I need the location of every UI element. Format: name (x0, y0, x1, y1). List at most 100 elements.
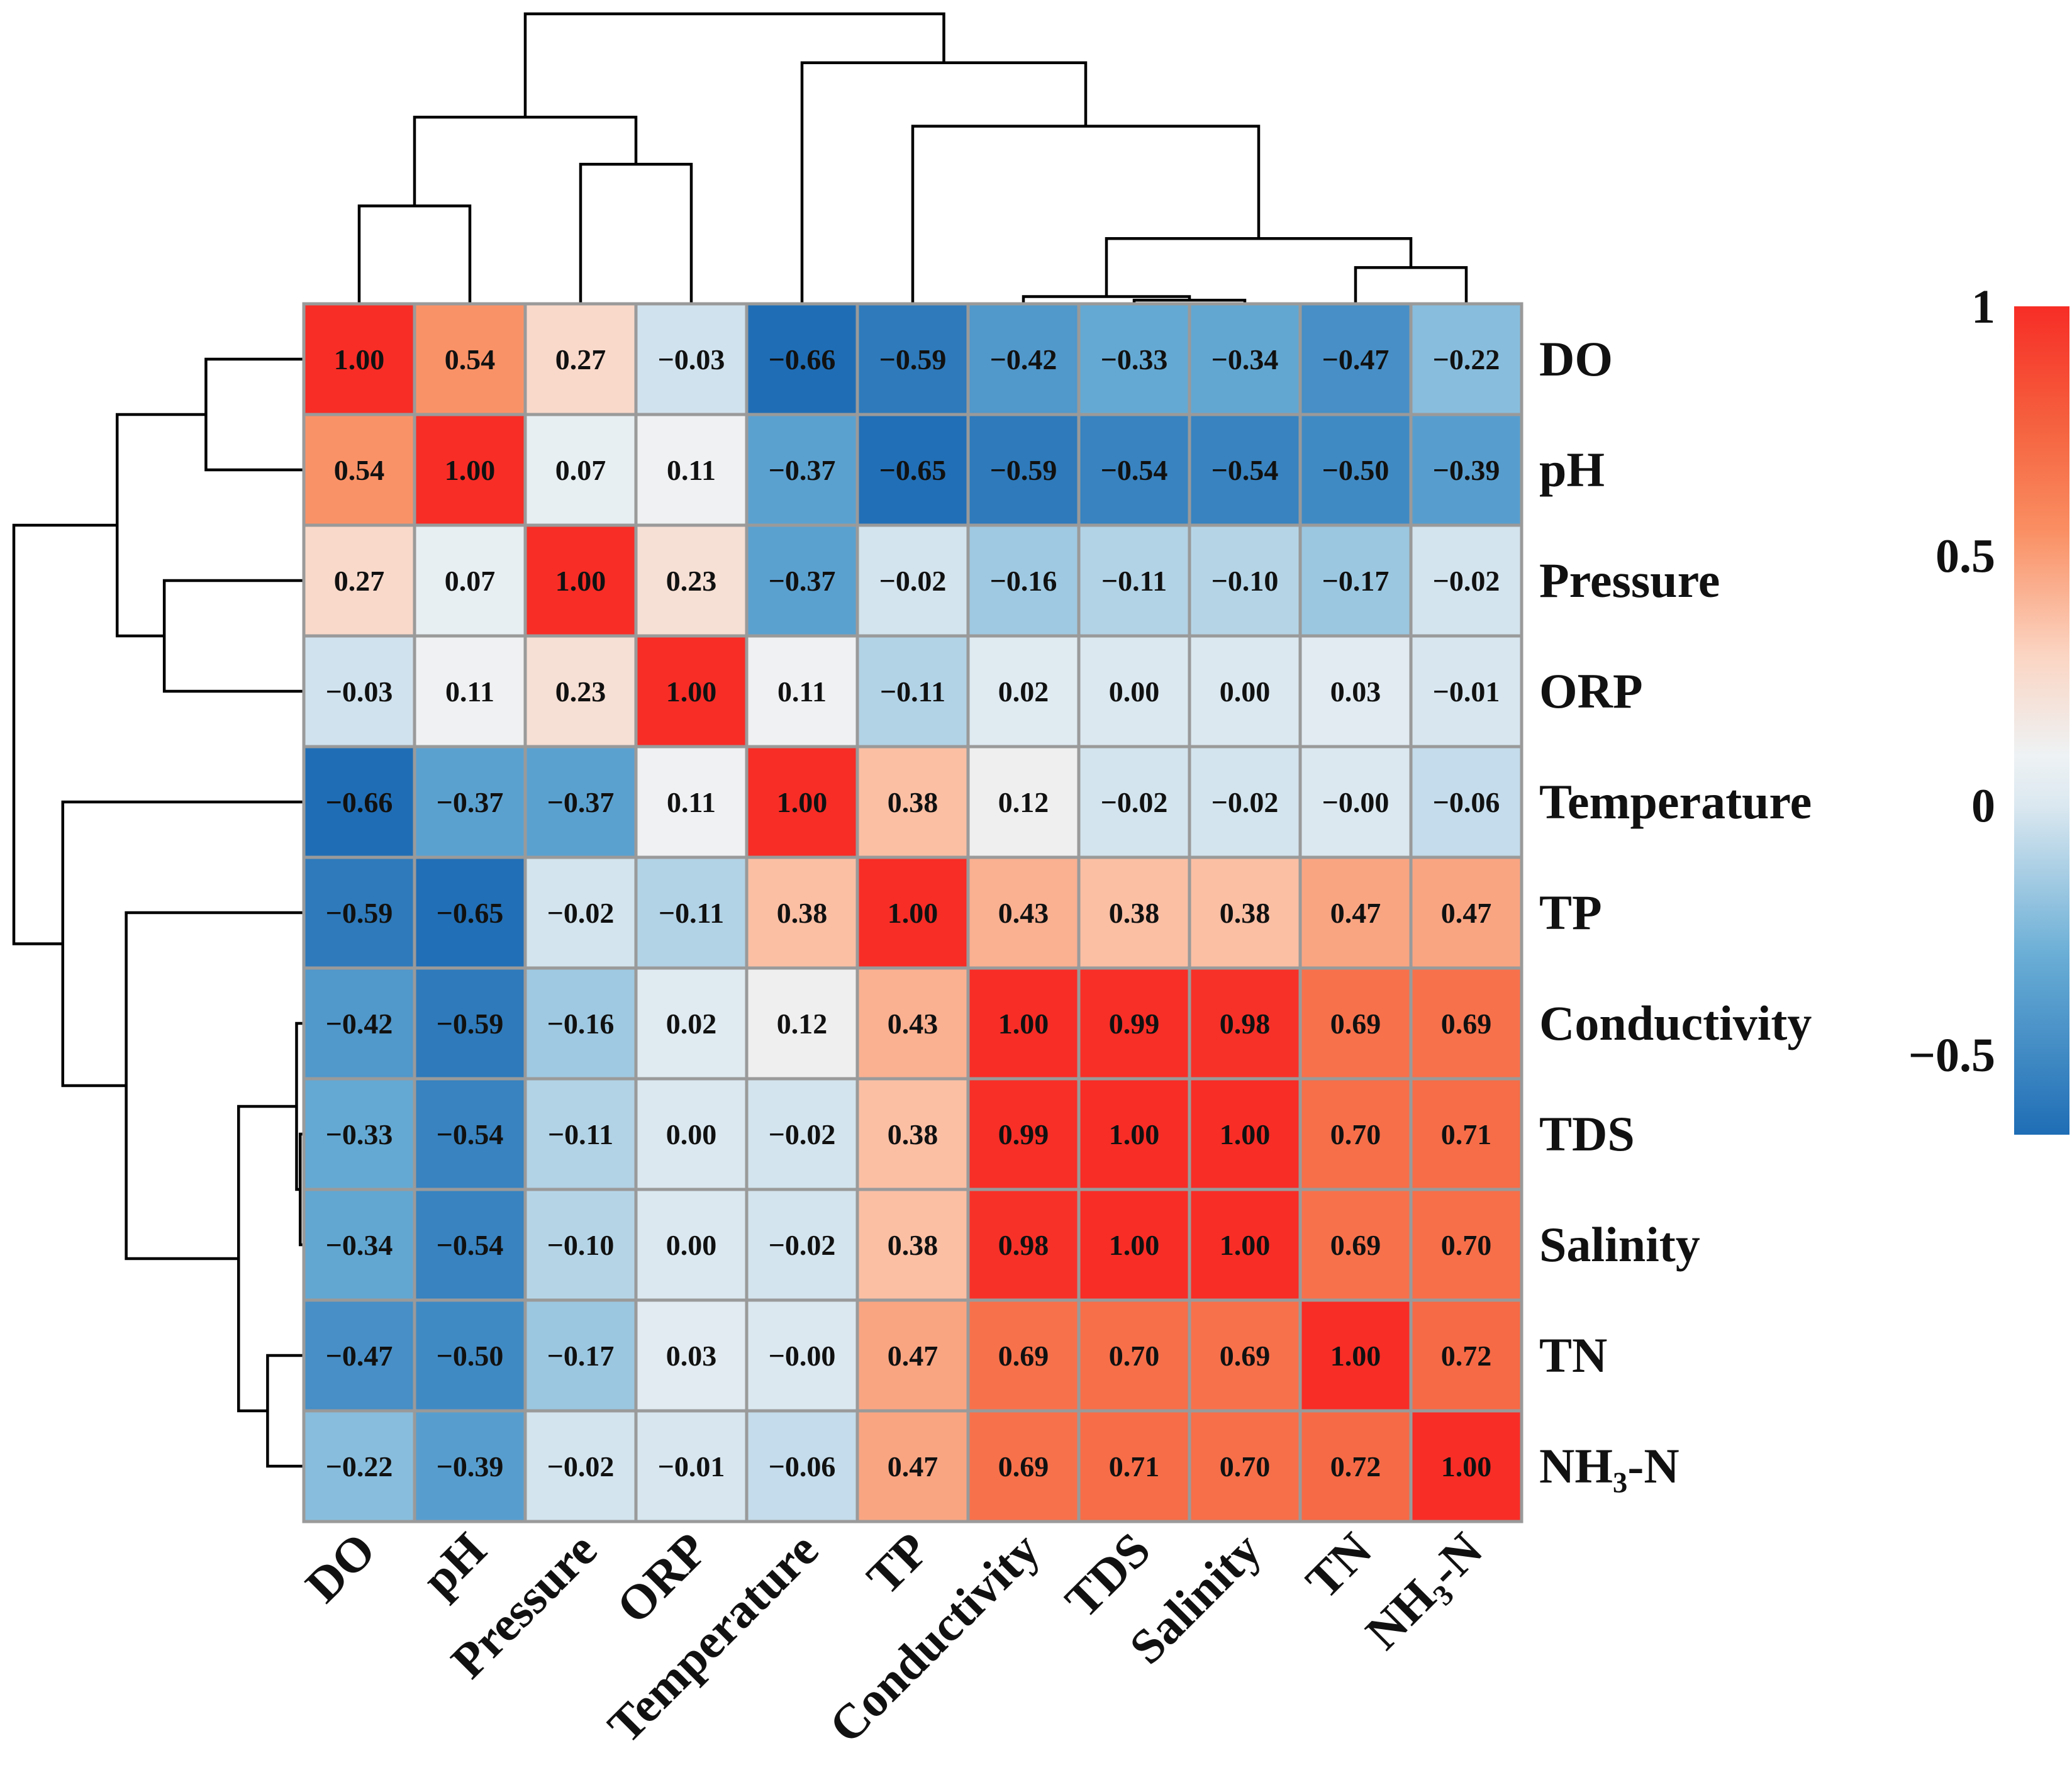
cell-value-ph-tn: −0.50 (1322, 454, 1390, 486)
cell-tds-nh-n (1409, 1077, 1523, 1191)
cell-value-pressure-nh-n: −0.02 (1433, 565, 1500, 597)
cell-ph-nh-n (1409, 413, 1523, 527)
row-label-ph: pH (1539, 442, 1605, 497)
row-dendrogram-link-7 (115, 413, 206, 638)
cell-value-nh-n-salinity: 0.70 (1220, 1450, 1271, 1483)
cell-value-tds-pressure: −0.11 (548, 1118, 613, 1150)
cell-orp-salinity (1188, 634, 1302, 749)
row-label-tp: TP (1539, 885, 1602, 940)
cell-value-tds-conductivity: 0.99 (998, 1118, 1049, 1150)
legend-tick-1: 1 (1971, 281, 1995, 333)
cell-value-ph-tds: −0.54 (1101, 454, 1168, 486)
cell-pressure-orp (634, 523, 749, 638)
cell-value-salinity-orp: 0.00 (666, 1229, 717, 1261)
cell-value-tds-salinity: 1.00 (1220, 1118, 1271, 1150)
cell-temperature-temperature (745, 745, 859, 859)
cell-value-temperature-temperature: 1.00 (777, 786, 828, 818)
cell-temperature-nh-n (1409, 745, 1523, 859)
cell-value-conductivity-tds: 0.99 (1109, 1008, 1160, 1040)
cell-value-orp-temperature: 0.11 (777, 676, 827, 708)
cell-tp-nh-n (1409, 855, 1523, 970)
cell-value-salinity-ph: −0.54 (437, 1229, 504, 1261)
cell-value-tp-ph: −0.65 (437, 897, 504, 929)
cell-value-salinity-nh-n: 0.70 (1441, 1229, 1492, 1261)
row-label-conductivity: Conductivity (1539, 996, 1812, 1050)
cell-value-do-tn: −0.47 (1322, 343, 1390, 376)
col-dendrogram-link-8 (800, 61, 1088, 304)
cell-salinity-tp (855, 1188, 970, 1302)
cell-value-orp-nh-n: −0.01 (1433, 676, 1500, 708)
cell-do-tn (1298, 302, 1413, 416)
cell-pressure-salinity (1188, 523, 1302, 638)
cell-value-temperature-tds: −0.02 (1101, 786, 1168, 818)
row-label-nh-n: NH₃-N (1539, 1439, 1679, 1493)
cell-value-nh-n-tds: 0.71 (1109, 1450, 1160, 1483)
cell-value-ph-salinity: −0.54 (1211, 454, 1279, 486)
cell-value-ph-orp: 0.11 (667, 454, 716, 486)
cell-value-orp-tds: 0.00 (1109, 676, 1160, 708)
cell-value-temperature-conductivity: 0.12 (998, 786, 1049, 818)
cell-value-tds-temperature: −0.02 (769, 1118, 836, 1150)
cell-pressure-tn (1298, 523, 1413, 638)
cell-ph-conductivity (966, 413, 1081, 527)
cell-value-tn-nh-n: 0.72 (1441, 1340, 1492, 1372)
cell-value-salinity-do: −0.34 (326, 1229, 393, 1261)
cell-temperature-salinity (1188, 745, 1302, 859)
cell-value-tp-nh-n: 0.47 (1441, 897, 1492, 929)
cell-tn-nh-n (1409, 1298, 1523, 1413)
row-label-tds: TDS (1539, 1106, 1635, 1161)
cell-value-tds-ph: −0.54 (437, 1118, 504, 1150)
cell-value-pressure-tds: −0.11 (1101, 565, 1167, 597)
cell-conductivity-tp (855, 966, 970, 1081)
cell-value-tn-tds: 0.70 (1109, 1340, 1160, 1372)
cell-value-do-salinity: −0.34 (1211, 343, 1279, 376)
column-dendrogram (357, 12, 1468, 304)
cell-value-ph-ph: 1.00 (445, 454, 496, 486)
row-labels: DO pH Pressure ORP Temperature TP Conductivity… (1539, 331, 1812, 1493)
col-dendrogram-link-2 (1354, 266, 1468, 304)
heatmap-value-labels: 1.00 0.54 0.27 −0.03 −0.66 −0.59 −0.42 −0.33 −0.… (326, 343, 1500, 1483)
cell-value-do-tp: −0.59 (879, 343, 947, 376)
cell-value-pressure-tn: −0.17 (1322, 565, 1390, 597)
cell-temperature-tn (1298, 745, 1413, 859)
col-label-tp: TP (856, 1522, 939, 1605)
col-dendrogram-link-5 (357, 204, 472, 304)
cell-do-tds (1077, 302, 1191, 416)
cell-value-salinity-conductivity: 0.98 (998, 1229, 1049, 1261)
cell-value-nh-n-ph: −0.39 (437, 1450, 504, 1483)
cell-ph-ph (413, 413, 527, 527)
col-dendrogram-link-7 (413, 115, 638, 206)
row-dendrogram-link-4 (125, 911, 304, 1261)
cell-value-nh-n-nh-n: 1.00 (1441, 1450, 1492, 1483)
cell-orp-tds (1077, 634, 1191, 749)
cell-salinity-tds (1077, 1188, 1191, 1302)
cell-value-orp-conductivity: 0.02 (998, 676, 1049, 708)
cell-value-tn-pressure: −0.17 (547, 1340, 615, 1372)
cell-value-tds-nh-n: 0.71 (1441, 1118, 1492, 1150)
cell-value-tp-salinity: 0.38 (1220, 897, 1271, 929)
cell-value-tp-do: −0.59 (326, 897, 393, 929)
cell-value-ph-temperature: −0.37 (769, 454, 836, 486)
col-label-do: DO (295, 1522, 386, 1613)
cell-value-salinity-tp: 0.38 (888, 1229, 939, 1261)
cell-value-conductivity-pressure: −0.16 (547, 1008, 615, 1040)
cell-pressure-ph (413, 523, 527, 638)
row-dendrogram-link-8 (61, 800, 304, 1088)
cell-tds-conductivity (966, 1077, 1081, 1191)
cell-orp-nh-n (1409, 634, 1523, 749)
cell-value-nh-n-tn: 0.72 (1330, 1450, 1381, 1483)
cell-value-pressure-conductivity: −0.16 (990, 565, 1057, 597)
cell-orp-orp (634, 634, 749, 749)
cell-pressure-temperature (745, 523, 859, 638)
cell-value-pressure-temperature: −0.37 (769, 565, 836, 597)
cell-value-temperature-tp: 0.38 (888, 786, 939, 818)
row-dendrogram-link-6 (162, 579, 304, 693)
cell-orp-temperature (745, 634, 859, 749)
cell-value-tds-orp: 0.00 (666, 1118, 717, 1150)
cell-value-nh-n-do: −0.22 (326, 1450, 393, 1483)
cell-value-orp-salinity: 0.00 (1220, 676, 1271, 708)
cell-nh-n-ph (413, 1409, 527, 1523)
cell-value-ph-conductivity: −0.59 (990, 454, 1057, 486)
cell-pressure-nh-n (1409, 523, 1523, 638)
cell-do-temperature (745, 302, 859, 416)
